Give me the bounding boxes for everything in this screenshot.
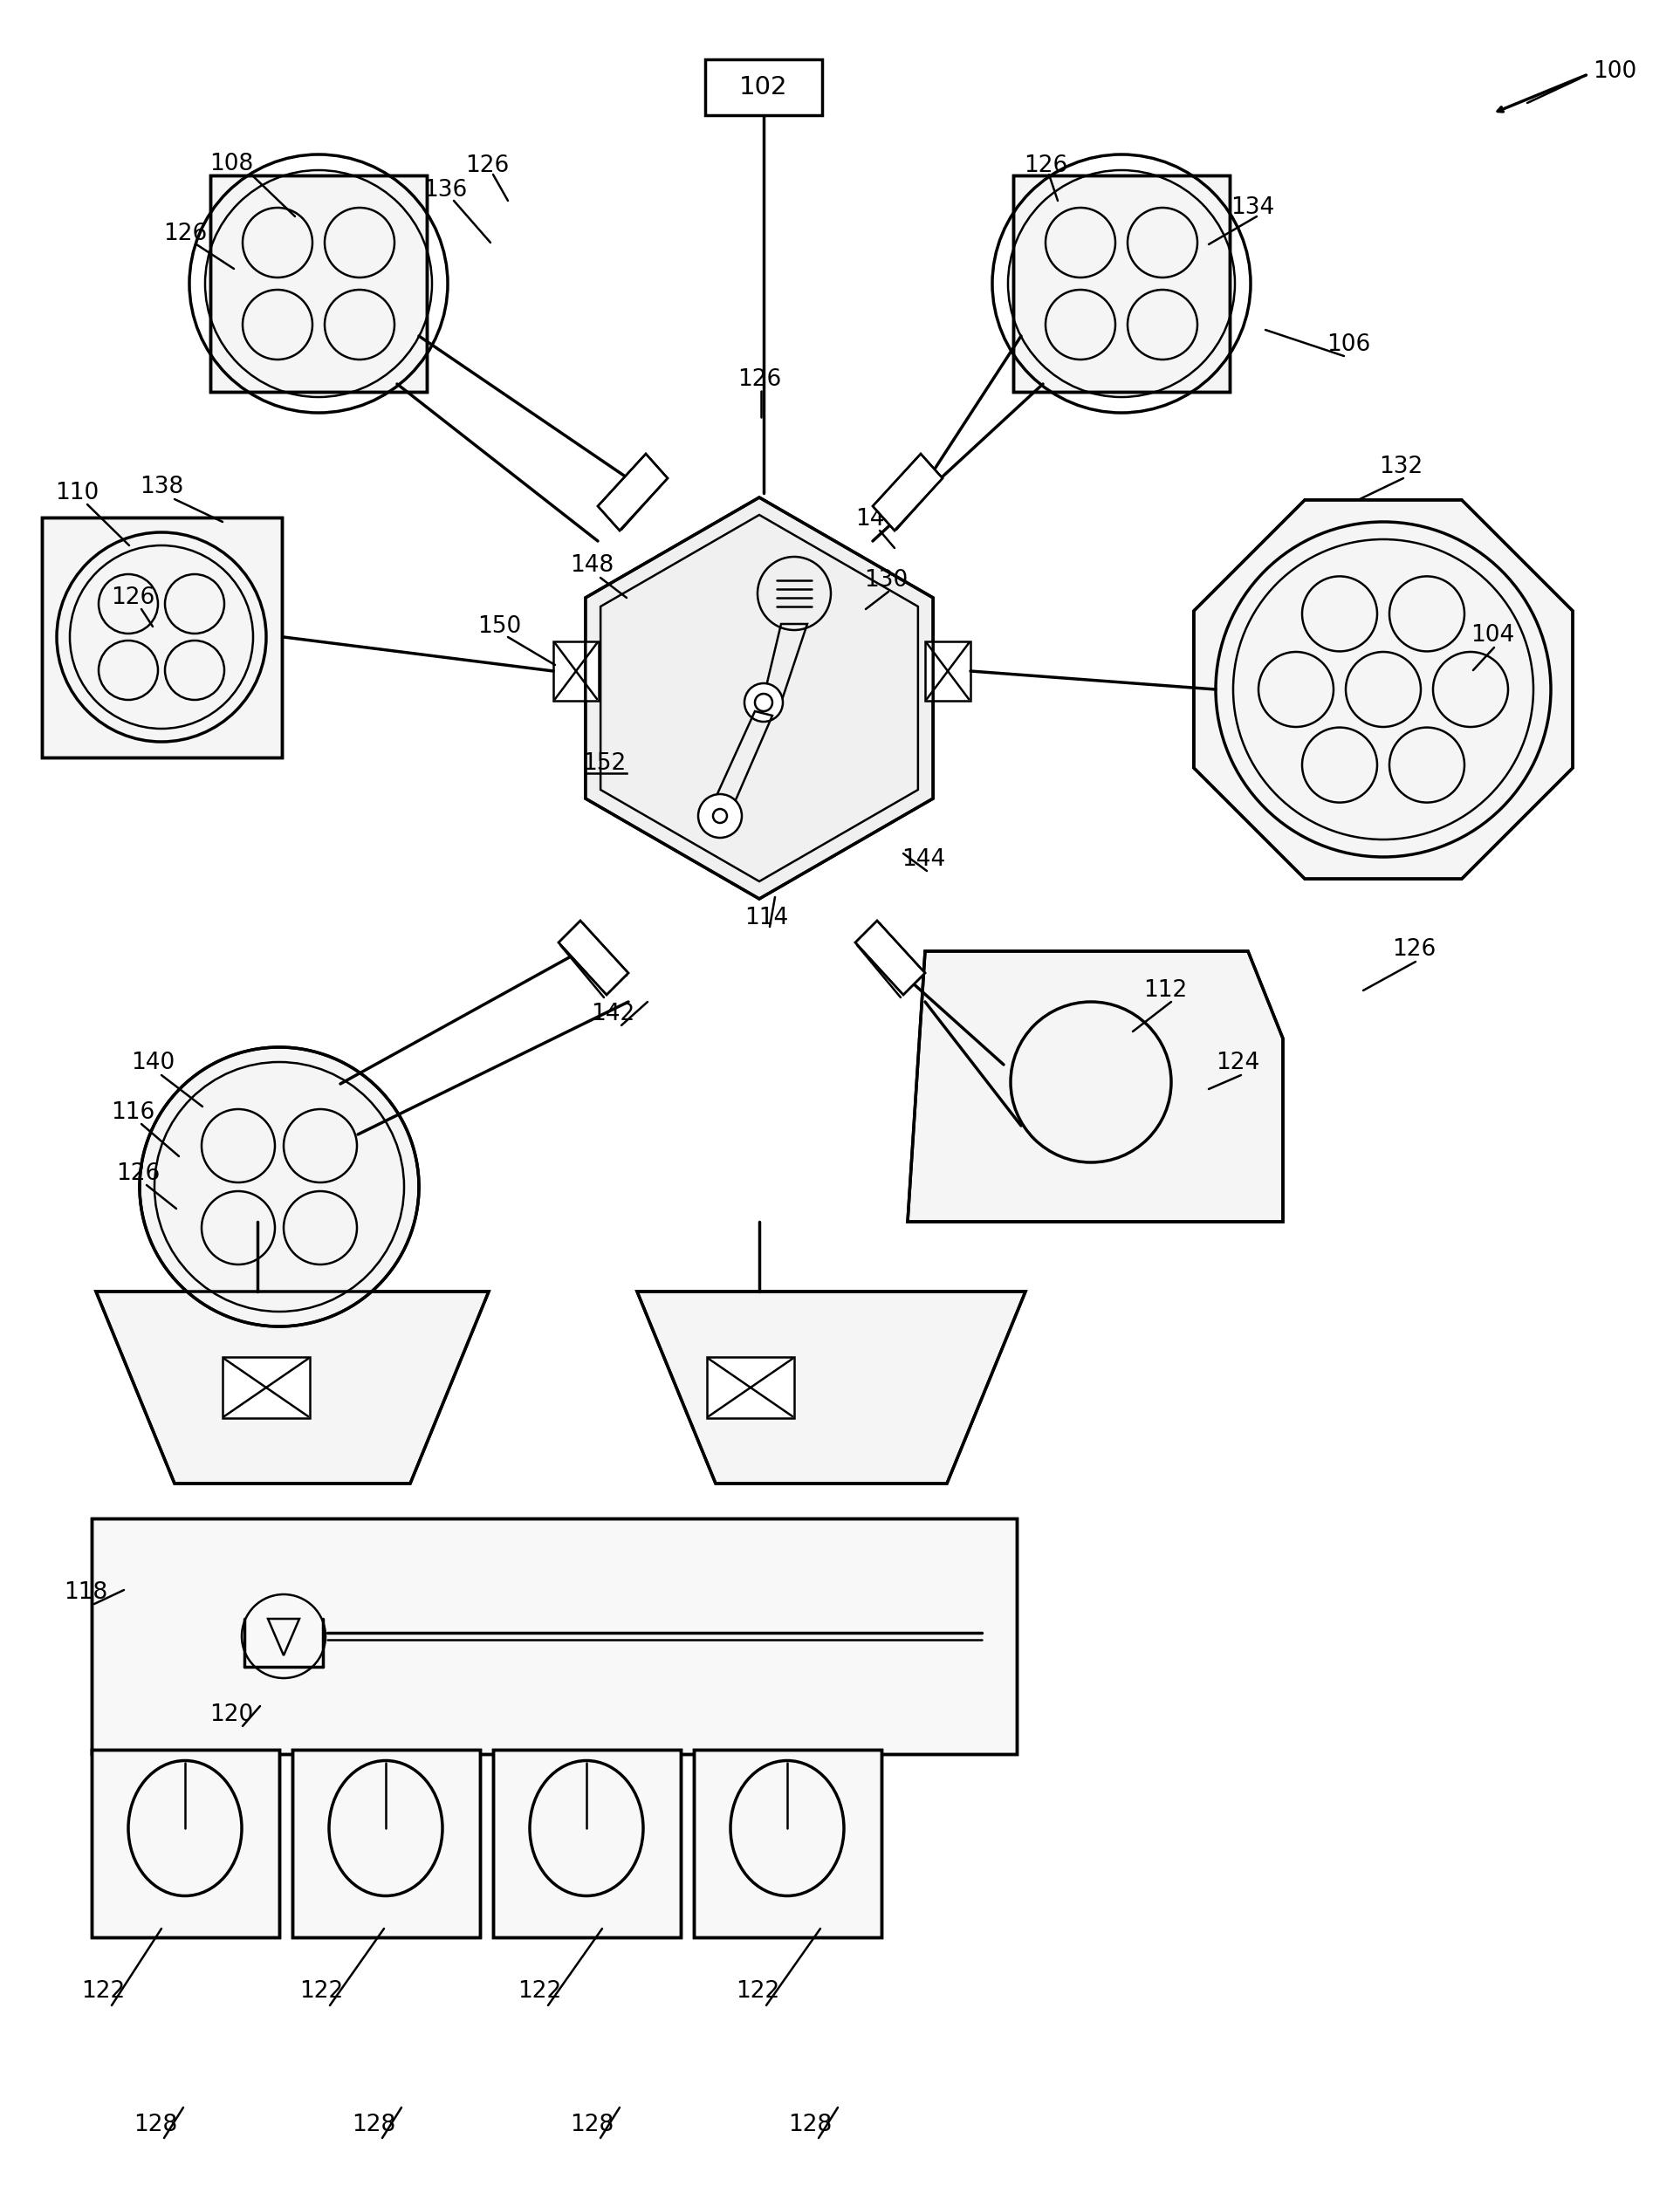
Bar (926, 640, 971, 702)
Text: 138: 138 (139, 476, 183, 498)
Text: 112: 112 (1142, 978, 1188, 1002)
Polygon shape (855, 921, 926, 996)
Text: 106: 106 (1327, 333, 1371, 355)
Circle shape (754, 693, 773, 711)
Circle shape (712, 809, 727, 822)
Polygon shape (637, 1292, 1025, 1482)
Bar (92, 1750, 279, 1936)
Circle shape (744, 684, 783, 721)
Polygon shape (1194, 500, 1572, 879)
Text: 136: 136 (423, 180, 467, 202)
Polygon shape (585, 498, 932, 899)
Text: 122: 122 (299, 1980, 343, 2002)
Text: 122: 122 (736, 1980, 780, 2002)
Bar (292, 1750, 480, 1936)
Text: 126: 126 (465, 154, 509, 178)
Text: 126: 126 (1393, 939, 1436, 961)
Text: 102: 102 (739, 75, 788, 99)
Text: 128: 128 (570, 2114, 613, 2136)
Bar (707, 1357, 795, 1419)
Bar (494, 1750, 680, 1936)
Text: 128: 128 (351, 2114, 395, 2136)
Text: 142: 142 (591, 1002, 635, 1026)
Text: 122: 122 (517, 1980, 561, 2002)
Text: 108: 108 (210, 154, 254, 175)
Text: 116: 116 (111, 1101, 155, 1125)
Polygon shape (598, 454, 667, 531)
Polygon shape (1013, 175, 1230, 393)
Bar (292, 1750, 480, 1936)
Bar (494, 1750, 680, 1936)
Bar (694, 1750, 882, 1936)
Text: 148: 148 (570, 555, 613, 577)
Text: 104: 104 (1470, 625, 1514, 647)
Bar (92, 1518, 1016, 1754)
Text: 128: 128 (133, 2114, 178, 2136)
Polygon shape (96, 1292, 489, 1482)
Text: 140: 140 (131, 1053, 175, 1075)
Text: 126: 126 (163, 221, 207, 246)
Text: 152: 152 (581, 752, 627, 774)
Bar (42, 518, 282, 757)
FancyBboxPatch shape (706, 59, 822, 116)
Text: 144: 144 (902, 849, 946, 871)
Bar (92, 1518, 1016, 1754)
Text: 130: 130 (864, 568, 907, 592)
Text: 100: 100 (1593, 59, 1636, 83)
Bar (92, 1750, 279, 1936)
Bar (553, 640, 598, 702)
Text: 126: 126 (1023, 154, 1067, 178)
Text: 124: 124 (1216, 1053, 1260, 1075)
Polygon shape (907, 952, 1284, 1222)
Polygon shape (210, 175, 427, 393)
Bar (222, 1357, 309, 1419)
Text: 114: 114 (744, 906, 788, 930)
Polygon shape (872, 454, 942, 531)
Text: 146: 146 (855, 509, 899, 531)
Text: 132: 132 (1379, 456, 1423, 478)
Polygon shape (558, 921, 628, 996)
Text: 150: 150 (477, 616, 521, 638)
Text: 128: 128 (788, 2114, 832, 2136)
Bar (694, 1750, 882, 1936)
Text: 126: 126 (111, 586, 155, 610)
Bar (42, 518, 282, 757)
Text: 110: 110 (55, 482, 99, 504)
Circle shape (699, 794, 743, 838)
Circle shape (139, 1048, 418, 1327)
Text: 120: 120 (210, 1704, 254, 1726)
Text: 134: 134 (1230, 197, 1275, 219)
Text: 118: 118 (64, 1581, 108, 1603)
Text: 122: 122 (81, 1980, 124, 2002)
Text: 126: 126 (116, 1162, 160, 1184)
Text: 126: 126 (738, 368, 781, 390)
